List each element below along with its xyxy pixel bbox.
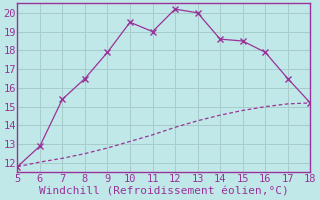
X-axis label: Windchill (Refroidissement éolien,°C): Windchill (Refroidissement éolien,°C)	[39, 187, 289, 197]
